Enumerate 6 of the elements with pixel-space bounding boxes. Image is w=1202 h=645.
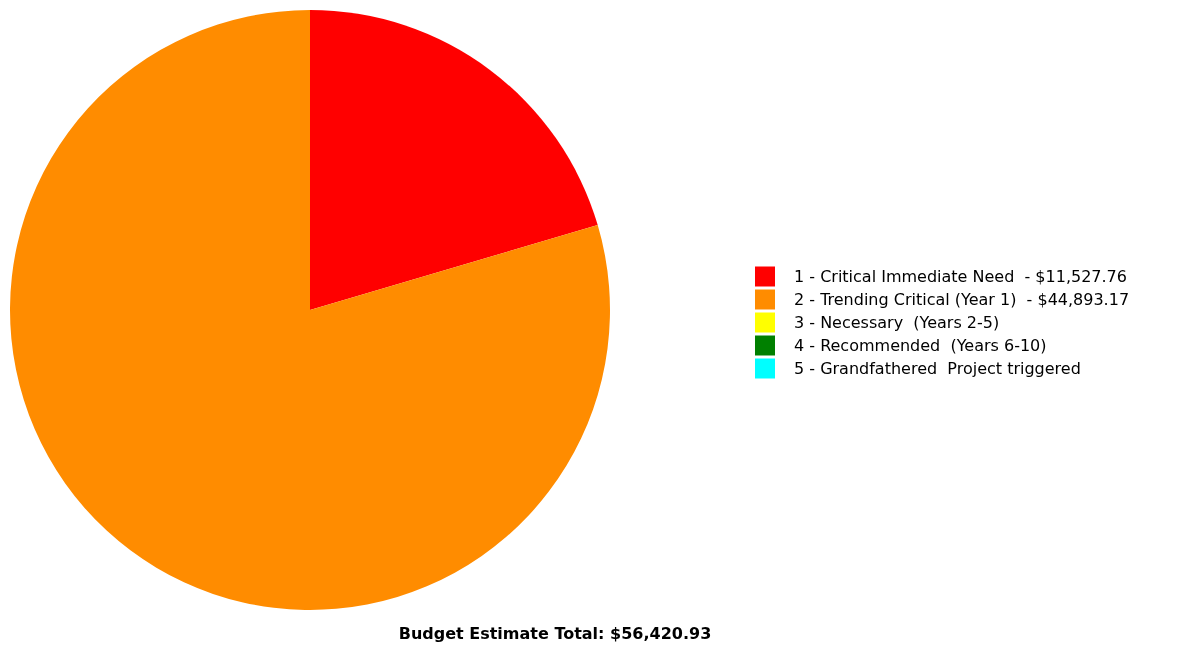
legend-label: 5 - Grandfathered Project triggered	[794, 359, 1081, 378]
text: Budget Estimate Total: $56,420.93	[398, 623, 712, 643]
legend-label: 2 - Trending Critical (Year 1) - $44,893.17	[794, 290, 1130, 309]
legend-label: 1 - Critical Immediate Need - $11,527.76	[794, 267, 1127, 286]
legend-label: 4 - Recommended (Years 6-10)	[794, 336, 1047, 355]
legend-label: 3 - Necessary (Years 2-5)	[794, 313, 1000, 332]
